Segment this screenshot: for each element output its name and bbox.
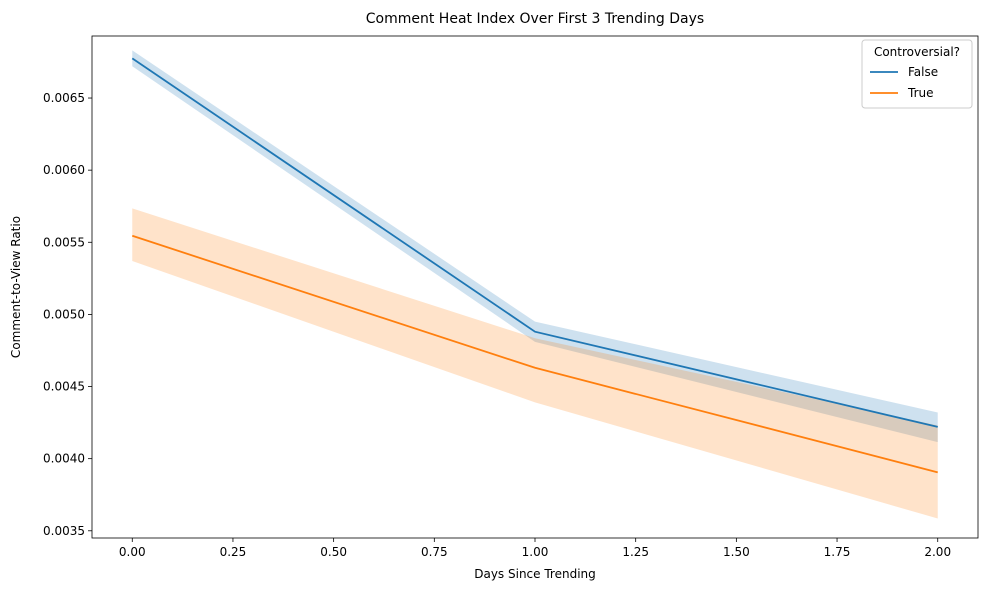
x-tick-label: 0.50 <box>320 545 347 559</box>
chart-title: Comment Heat Index Over First 3 Trending… <box>366 11 704 27</box>
y-axis-label: Comment-to-View Ratio <box>9 216 23 358</box>
x-tick-label: 0.00 <box>119 545 146 559</box>
legend-title: Controversial? <box>874 45 960 59</box>
legend-label-true: True <box>907 86 934 100</box>
y-tick-label: 0.0055 <box>43 235 85 249</box>
confidence-bands <box>132 50 938 519</box>
legend-box <box>861 39 973 109</box>
x-tick-label: 1.25 <box>622 545 649 559</box>
y-tick-label: 0.0035 <box>43 524 85 538</box>
series-lines <box>131 57 938 474</box>
y-tick-label: 0.0065 <box>43 91 85 105</box>
x-axis: 0.00 0.25 0.50 0.75 1.00 1.25 1.50 1.75 2.00 <box>119 538 951 559</box>
x-tick-label: 0.75 <box>421 545 448 559</box>
x-tick-label: 0.25 <box>220 545 247 559</box>
x-tick-label: 1.00 <box>522 545 549 559</box>
x-tick-label: 1.50 <box>723 545 750 559</box>
legend-label-false: False <box>908 65 938 79</box>
legend-entries: False True <box>870 65 938 100</box>
legend: Controversial? False True <box>861 39 973 109</box>
series-line-true <box>131 234 938 474</box>
y-tick-label: 0.0040 <box>43 452 85 466</box>
x-axis-label: Days Since Trending <box>474 567 596 581</box>
y-axis: 0.0035 0.0040 0.0045 0.0050 0.0055 0.0060 0.00… <box>43 91 92 538</box>
ci-band-true <box>132 208 938 519</box>
series-line-false <box>131 57 938 428</box>
y-tick-label: 0.0045 <box>43 380 85 394</box>
x-tick-label: 1.75 <box>824 545 851 559</box>
y-tick-label: 0.0060 <box>43 163 85 177</box>
y-tick-label: 0.0050 <box>43 307 85 321</box>
ci-band-false <box>132 50 938 443</box>
x-tick-label: 2.00 <box>924 545 951 559</box>
